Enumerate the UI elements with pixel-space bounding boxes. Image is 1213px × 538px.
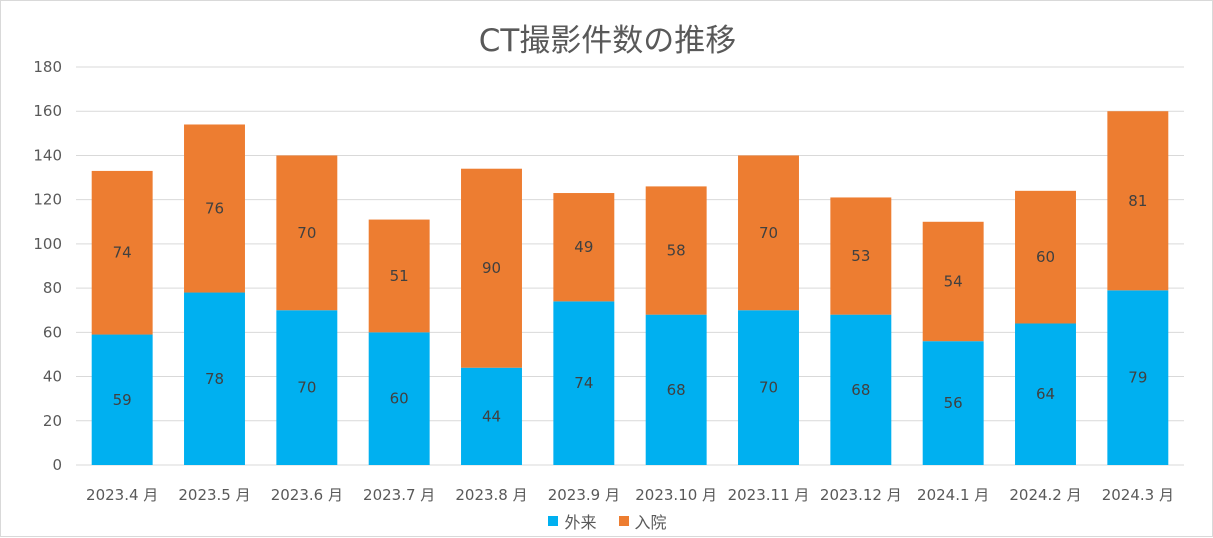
bar-outpatient <box>1107 290 1169 465</box>
x-tick-label: 2023.4 月 <box>86 486 158 504</box>
x-tick-label: 2023.6 月 <box>271 486 343 504</box>
chart-legend: 外来 入院 <box>1 509 1213 533</box>
data-label: 79 <box>1128 369 1147 387</box>
data-label: 90 <box>482 259 501 277</box>
bar-inpatient <box>553 193 615 302</box>
y-tick-label: 120 <box>33 191 62 209</box>
x-tick-label: 2023.7 月 <box>363 486 435 504</box>
legend-swatch-outpatient <box>548 516 559 526</box>
bar-inpatient <box>830 197 892 315</box>
y-tick-label: 20 <box>43 412 62 430</box>
data-label: 59 <box>113 391 132 409</box>
legend-label-inpatient: 入院 <box>634 513 667 532</box>
y-tick-label: 180 <box>33 58 62 76</box>
x-tick-label: 2024.1 月 <box>917 486 989 504</box>
bar-outpatient <box>276 310 338 465</box>
y-tick-label: 100 <box>33 235 62 253</box>
data-label: 60 <box>390 390 409 408</box>
data-label: 44 <box>482 407 501 425</box>
bar-inpatient <box>461 168 522 368</box>
bar-outpatient <box>1015 323 1076 465</box>
bar-outpatient <box>922 341 984 465</box>
data-label: 74 <box>574 374 593 392</box>
bar-outpatient <box>368 332 430 465</box>
bar-inpatient <box>184 124 245 293</box>
data-label: 68 <box>851 381 870 399</box>
data-label: 53 <box>851 247 870 265</box>
data-label: 78 <box>205 370 224 388</box>
data-label: 68 <box>667 381 686 399</box>
data-label: 54 <box>944 272 963 290</box>
data-label: 70 <box>297 379 316 397</box>
bar-inpatient <box>91 170 153 335</box>
data-label: 74 <box>113 244 132 262</box>
y-tick-label: 80 <box>43 279 62 297</box>
data-label: 51 <box>390 267 409 285</box>
bar-inpatient <box>368 219 430 333</box>
bar-outpatient <box>830 314 892 465</box>
x-tick-label: 2023.12 月 <box>820 486 902 504</box>
y-tick-label: 40 <box>43 368 62 386</box>
bar-inpatient <box>738 155 799 311</box>
bar-outpatient <box>91 334 153 465</box>
bar-outpatient <box>553 301 615 465</box>
data-label: 70 <box>759 224 778 242</box>
data-label: 60 <box>1036 248 1055 266</box>
bar-outpatient <box>461 367 522 465</box>
legend-item-inpatient: 入院 <box>618 509 667 533</box>
data-label: 64 <box>1036 385 1055 403</box>
bar-outpatient <box>184 292 245 465</box>
x-tick-label: 2023.11 月 <box>728 486 810 504</box>
data-label: 56 <box>944 394 963 412</box>
y-tick-label: 160 <box>33 102 62 120</box>
bar-outpatient <box>738 310 799 465</box>
legend-item-outpatient: 外来 <box>548 509 597 533</box>
bar-inpatient <box>922 221 984 342</box>
data-label: 76 <box>205 200 224 218</box>
data-label: 70 <box>297 224 316 242</box>
y-tick-label: 140 <box>33 146 62 164</box>
y-tick-label: 60 <box>43 323 62 341</box>
chart-title: CT撮影件数の推移 <box>478 23 737 59</box>
data-label: 58 <box>667 242 686 260</box>
data-label: 81 <box>1128 192 1147 210</box>
x-tick-label: 2024.2 月 <box>1009 486 1081 504</box>
bar-inpatient <box>276 155 338 311</box>
legend-swatch-inpatient <box>618 516 629 526</box>
bar-outpatient <box>645 314 707 465</box>
x-tick-label: 2024.3 月 <box>1102 486 1174 504</box>
y-tick-label: 0 <box>52 456 62 474</box>
bar-inpatient <box>1107 111 1169 291</box>
legend-label-outpatient: 外来 <box>564 513 597 532</box>
bar-inpatient <box>645 186 707 315</box>
x-tick-label: 2023.10 月 <box>635 486 717 504</box>
x-tick-label: 2023.5 月 <box>178 486 250 504</box>
data-label: 49 <box>574 238 593 256</box>
x-tick-label: 2023.9 月 <box>548 486 620 504</box>
x-tick-label: 2023.8 月 <box>455 486 527 504</box>
bar-inpatient <box>1015 190 1076 324</box>
data-label: 70 <box>759 379 778 397</box>
